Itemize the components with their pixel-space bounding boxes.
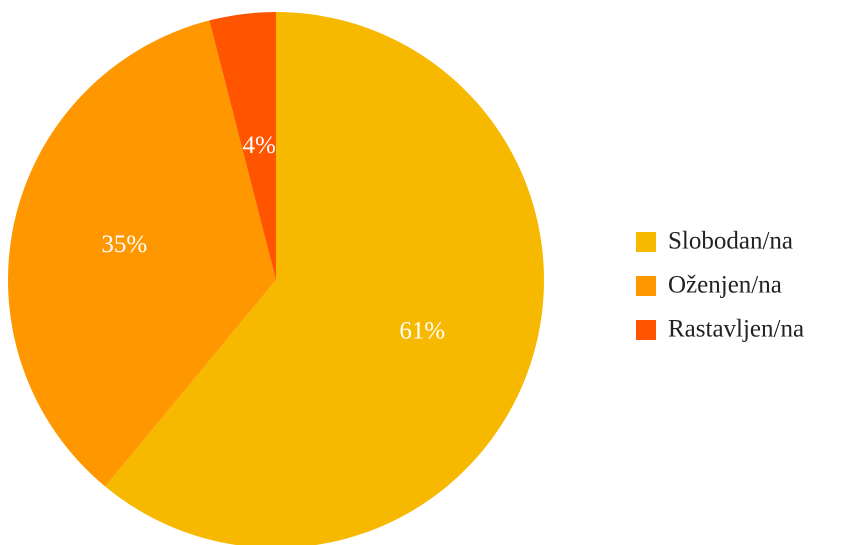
pie-slice-ozenjen-na (7, 20, 276, 487)
legend: Slobodan/na Oženjen/na Rastavljen/na (636, 228, 804, 343)
slice-label-rastavljen-na: 4% (243, 132, 276, 159)
legend-swatch-rastavljen-na (636, 320, 656, 340)
legend-swatch-slobodan-na (636, 232, 656, 252)
pie-slice-slobodan-na (105, 12, 544, 545)
legend-label-rastavljen-na: Rastavljen/na (668, 316, 804, 343)
pie-slice-rastavljen-na (209, 12, 276, 280)
legend-swatch-ozenjen-na (636, 276, 656, 296)
pie-slice-labels: 61% 35% 4% (101, 132, 445, 345)
legend-label-ozenjen-na: Oženjen/na (668, 272, 782, 299)
slice-label-ozenjen-na: 35% (101, 231, 147, 258)
pie-slices (7, 12, 544, 545)
legend-label-slobodan-na: Slobodan/na (668, 228, 793, 255)
slice-label-slobodan-na: 61% (399, 317, 445, 344)
